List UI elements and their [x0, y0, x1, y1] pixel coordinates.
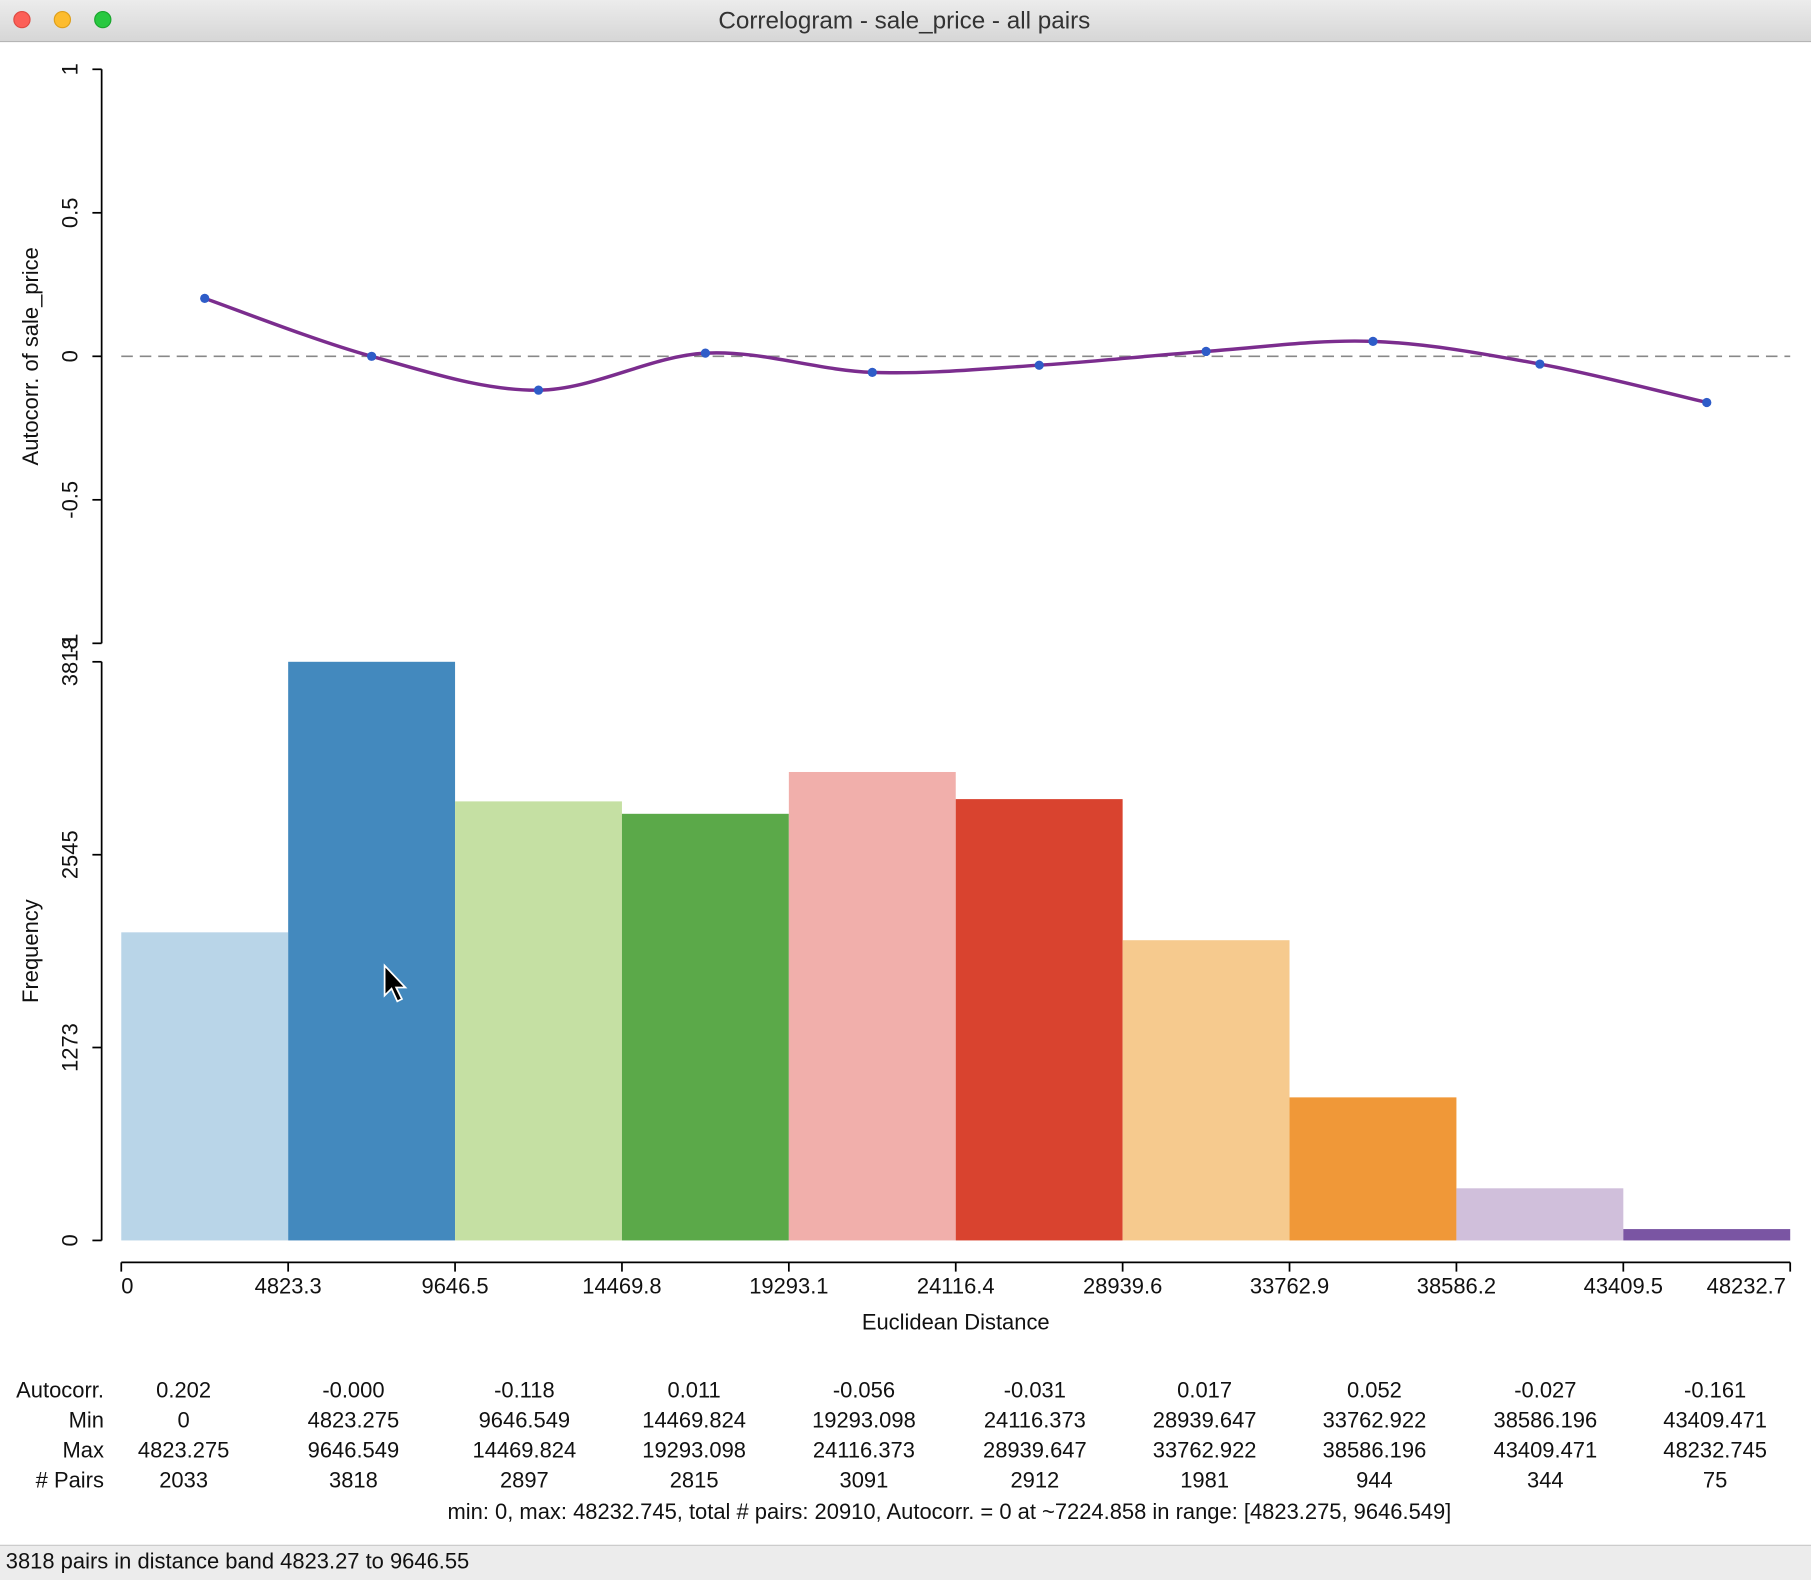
point — [200, 293, 210, 303]
point — [1034, 360, 1044, 370]
minimize-button[interactable] — [53, 10, 72, 29]
y-tick-label: -1 — [57, 634, 82, 654]
min-cell: 43409.471 — [1663, 1408, 1767, 1433]
y-tick-label: 1273 — [57, 1023, 82, 1072]
pairs-cell: 944 — [1356, 1468, 1393, 1493]
y-axis-label: Autocorr. of sale_price — [18, 247, 43, 465]
min-cell: 28939.647 — [1153, 1408, 1257, 1433]
row-label: Min — [69, 1408, 104, 1433]
pairs-cell: 3818 — [329, 1468, 378, 1493]
row-label: Autocorr. — [16, 1378, 104, 1403]
zoom-button[interactable] — [94, 10, 112, 29]
status-text: 3818 pairs in distance band 4823.27 to 9… — [6, 1548, 470, 1573]
max-cell: 9646.549 — [308, 1438, 400, 1463]
autocorr-cell: -0.000 — [322, 1378, 384, 1403]
bar — [788, 771, 956, 1241]
pairs-cell: 2815 — [670, 1468, 719, 1493]
bar — [1456, 1188, 1624, 1241]
row-label: Max — [62, 1438, 103, 1463]
y-tick-label: 0.5 — [57, 198, 82, 229]
bar — [121, 932, 289, 1241]
max-cell: 33762.922 — [1153, 1438, 1257, 1463]
point — [533, 385, 544, 395]
row-label: # Pairs — [36, 1468, 104, 1493]
title-bar — [0, 0, 1811, 42]
autocorr-cell: 0.052 — [1347, 1378, 1402, 1403]
autocorr-cell: 0.017 — [1177, 1378, 1232, 1403]
point — [1368, 336, 1378, 347]
min-cell: 38586.196 — [1494, 1408, 1598, 1433]
min-cell: 0 — [178, 1408, 190, 1433]
y-tick-label: -0.5 — [57, 481, 82, 519]
mouse-cursor — [383, 963, 408, 1003]
pairs-cell: 2897 — [500, 1468, 549, 1493]
x-axis-label: Euclidean Distance — [862, 1309, 1050, 1334]
x-tick-label: 33762.9 — [1250, 1274, 1329, 1299]
bar — [455, 801, 622, 1241]
min-cell: 33762.922 — [1323, 1408, 1427, 1433]
y-tick-label: 1 — [57, 63, 82, 75]
x-tick-label: 19293.1 — [749, 1274, 828, 1299]
pairs-cell: 2033 — [159, 1468, 208, 1493]
x-tick-label: 43409.5 — [1584, 1274, 1663, 1299]
point — [700, 348, 711, 358]
bar — [621, 813, 789, 1241]
x-tick-label: 48232.7 — [1707, 1274, 1786, 1299]
min-cell: 4823.275 — [308, 1408, 400, 1433]
y-tick-label: 0 — [57, 1234, 82, 1246]
y-tick-label: 2545 — [57, 830, 82, 879]
point — [1535, 359, 1545, 369]
max-cell: 24116.373 — [813, 1438, 915, 1463]
x-tick-label: 38586.2 — [1417, 1274, 1496, 1299]
autocorr-cell: -0.027 — [1514, 1378, 1576, 1403]
x-tick-label: 14469.8 — [582, 1274, 661, 1299]
x-tick-label: 4823.3 — [255, 1274, 322, 1299]
plots: -1 -0.5 0 0.5 1 Autocorr. of sale_price 0 1273 2… — [16, 63, 1792, 1493]
max-cell: 43409.471 — [1494, 1438, 1598, 1463]
max-cell: 38586.196 — [1323, 1438, 1427, 1463]
min-cell: 14469.824 — [642, 1408, 746, 1433]
max-cell: 48232.745 — [1663, 1438, 1767, 1463]
pairs-cell: 75 — [1703, 1468, 1727, 1493]
max-cell: 28939.647 — [983, 1438, 1087, 1463]
x-tick-label: 24116.4 — [917, 1274, 995, 1299]
pairs-cell: 2912 — [1010, 1468, 1059, 1493]
max-cell: 14469.824 — [473, 1438, 577, 1463]
close-button[interactable] — [13, 10, 31, 29]
min-cell: 9646.549 — [479, 1408, 571, 1433]
autocorr-cell: -0.161 — [1684, 1378, 1746, 1403]
point — [366, 351, 377, 361]
status-bar — [0, 1545, 1811, 1580]
autocorr-cell: 0.011 — [667, 1378, 720, 1403]
autocorr-cell: -0.118 — [494, 1378, 555, 1403]
pairs-cell: 344 — [1527, 1468, 1564, 1493]
pairs-cell: 1981 — [1180, 1468, 1229, 1493]
bar — [288, 661, 456, 1241]
smooth-line — [204, 296, 1708, 405]
bar — [1289, 1097, 1457, 1241]
x-tick-label: 9646.5 — [422, 1274, 489, 1299]
min-cell: 19293.098 — [812, 1408, 916, 1433]
pairs-cell: 3091 — [840, 1468, 889, 1493]
bar — [955, 799, 1123, 1241]
y-axis-label: Frequency — [18, 899, 43, 1003]
y-tick-label: 3818 — [57, 637, 82, 686]
min-cell: 24116.373 — [984, 1408, 1086, 1433]
autocorr-cell: 0.202 — [156, 1378, 211, 1403]
bar — [1623, 1229, 1791, 1241]
x-tick-label: 28939.6 — [1083, 1274, 1162, 1299]
autocorr-cell: -0.056 — [833, 1378, 895, 1403]
summary: min: 0, max: 48232.745, total # pairs: 2… — [448, 1499, 1452, 1524]
point — [1201, 346, 1211, 357]
window-title: Correlogram - sale_price - all pairs — [718, 7, 1090, 34]
bar — [1122, 940, 1290, 1241]
x-tick-label: 0 — [121, 1274, 133, 1299]
max-cell: 4823.275 — [138, 1438, 229, 1463]
point — [1702, 397, 1712, 408]
point — [867, 367, 877, 378]
autocorr-cell: -0.031 — [1004, 1378, 1066, 1403]
max-cell: 19293.098 — [642, 1438, 746, 1463]
y-tick-label: 0 — [57, 350, 82, 362]
